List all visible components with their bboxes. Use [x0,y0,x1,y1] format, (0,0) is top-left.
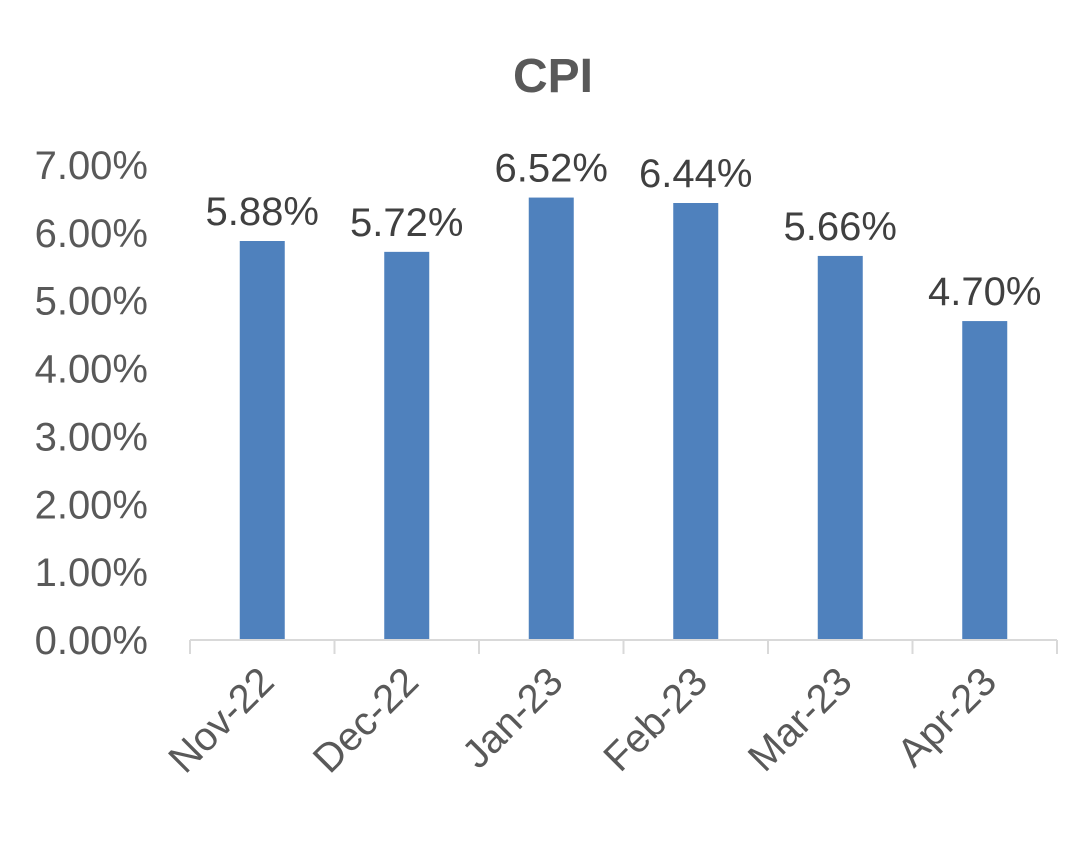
y-axis: 0.00% 1.00% 2.00% 3.00% 4.00% 5.00% 6.00% 7.00% [35,144,148,663]
bar-dec-22 [384,251,430,640]
x-tick-label: Dec-22 [305,659,427,781]
y-tick-label: 7.00% [35,144,148,188]
y-tick-label: 6.00% [35,212,148,256]
y-tick-label: 5.00% [35,280,148,324]
x-axis-tick-marks [189,640,1058,654]
bar-mar-23 [817,255,863,640]
data-label: 5.66% [784,205,897,249]
data-label: 5.88% [206,190,319,234]
x-axis: Nov-22 Dec-22 Jan-23 Feb-23 Mar-23 Apr-23 [160,659,1005,781]
data-label: 5.72% [350,201,463,245]
bars-group [239,197,1008,641]
y-tick-label: 4.00% [35,348,148,392]
x-tick-label: Jan-23 [454,659,572,777]
data-label: 6.44% [639,152,752,196]
x-tick-label: Apr-23 [889,659,1005,775]
y-tick-label: 3.00% [35,415,148,459]
data-label: 6.52% [495,147,608,191]
y-tick-label: 1.00% [35,551,148,595]
x-tick-label: Mar-23 [740,659,861,780]
y-tick-label: 2.00% [35,483,148,527]
bar-jan-23 [528,197,574,641]
bar-nov-22 [239,241,285,640]
bar-feb-23 [673,203,719,640]
data-labels-group: 5.88% 5.72% 6.52% 6.44% 5.66% 4.70% [206,147,1042,315]
y-tick-label: 0.00% [35,619,148,663]
chart-title: CPI [513,50,593,103]
x-tick-label: Nov-22 [160,659,282,781]
data-label: 4.70% [928,270,1041,314]
bar-apr-23 [962,321,1008,640]
x-tick-label: Feb-23 [595,659,716,780]
